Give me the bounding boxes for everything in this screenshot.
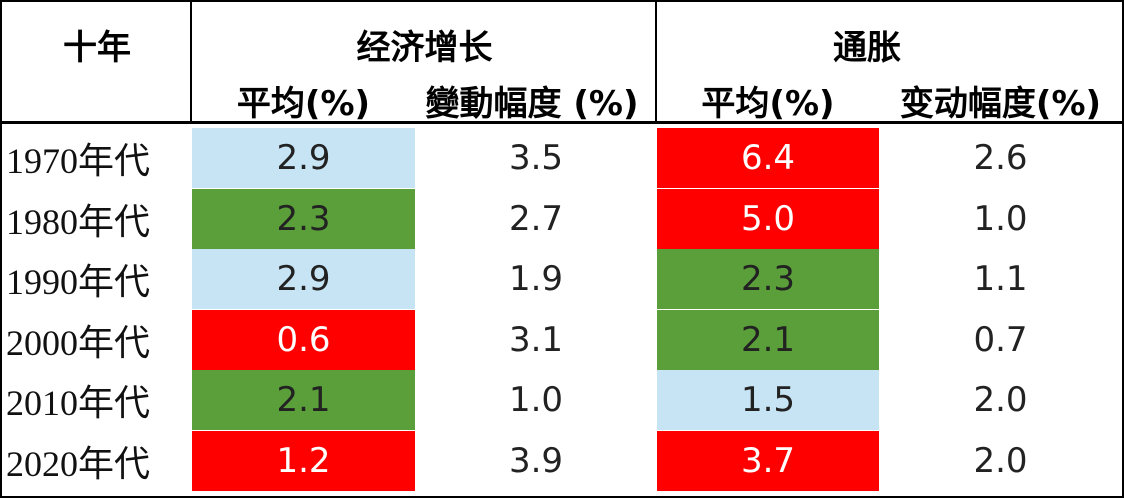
value-cell: 0.7: [879, 309, 1122, 370]
value-cell: 2.7: [415, 188, 657, 249]
value-cell: 1.1: [879, 249, 1122, 309]
group-label: 经济增长: [356, 28, 493, 68]
table-row: 1980年代 2.3 2.7 5.0 1.0: [2, 188, 1122, 249]
value-cell: 3.7: [657, 430, 879, 491]
value-cell: 0.6: [192, 309, 415, 370]
value-cell: 6.4: [657, 128, 879, 188]
value-cell: 1.5: [657, 370, 879, 430]
table-row: 2000年代 0.6 3.1 2.1 0.7: [2, 309, 1122, 370]
decade-cell: 1980年代: [6, 201, 151, 242]
subheader: 平均(%): [701, 84, 835, 124]
table-row: 1990年代 2.9 1.9 2.3 1.1: [2, 249, 1122, 309]
value-cell: 2.0: [879, 430, 1122, 491]
table-row: 1970年代 2.9 3.5 6.4 2.6: [2, 128, 1122, 188]
subheader: 变动幅度(%): [899, 84, 1102, 124]
value-cell: 3.9: [415, 430, 657, 491]
corner-label: 十年: [63, 28, 131, 68]
header-group: 经济增长 平均(%) 變動幅度 (%): [192, 2, 657, 124]
subheader: 變動幅度 (%): [425, 84, 639, 124]
table-row: 2010年代 2.1 1.0 1.5 2.0: [2, 370, 1122, 430]
decade-cell: 2010年代: [6, 383, 151, 423]
header-group: 通胀 平均(%) 变动幅度(%): [657, 2, 1122, 124]
value-cell: 3.5: [415, 128, 657, 188]
value-cell: 1.2: [192, 430, 415, 491]
value-cell: 2.1: [657, 309, 879, 370]
value-cell: 3.1: [415, 309, 657, 370]
decade-cell: 2000年代: [6, 322, 151, 363]
group-label: 通胀: [833, 28, 901, 68]
header-cell: 十年: [2, 2, 192, 124]
value-cell: 2.9: [192, 128, 415, 188]
value-cell: 2.9: [192, 249, 415, 309]
decade-cell: 2020年代: [6, 443, 151, 484]
value-cell: 1.9: [415, 249, 657, 309]
value-cell: 1.0: [879, 188, 1122, 249]
value-cell: 2.3: [657, 249, 879, 309]
value-cell: 2.1: [192, 370, 415, 430]
decade-cell: 1990年代: [6, 262, 151, 302]
value-cell: 2.6: [879, 128, 1122, 188]
value-cell: 2.3: [192, 188, 415, 249]
value-cell: 2.0: [879, 370, 1122, 430]
subheader: 平均(%): [236, 84, 371, 124]
table-row: 2020年代 1.2 3.9 3.7 2.0: [2, 430, 1122, 491]
value-cell: 5.0: [657, 188, 879, 249]
decade-cell: 1970年代: [6, 141, 151, 181]
value-cell: 1.0: [415, 370, 657, 430]
